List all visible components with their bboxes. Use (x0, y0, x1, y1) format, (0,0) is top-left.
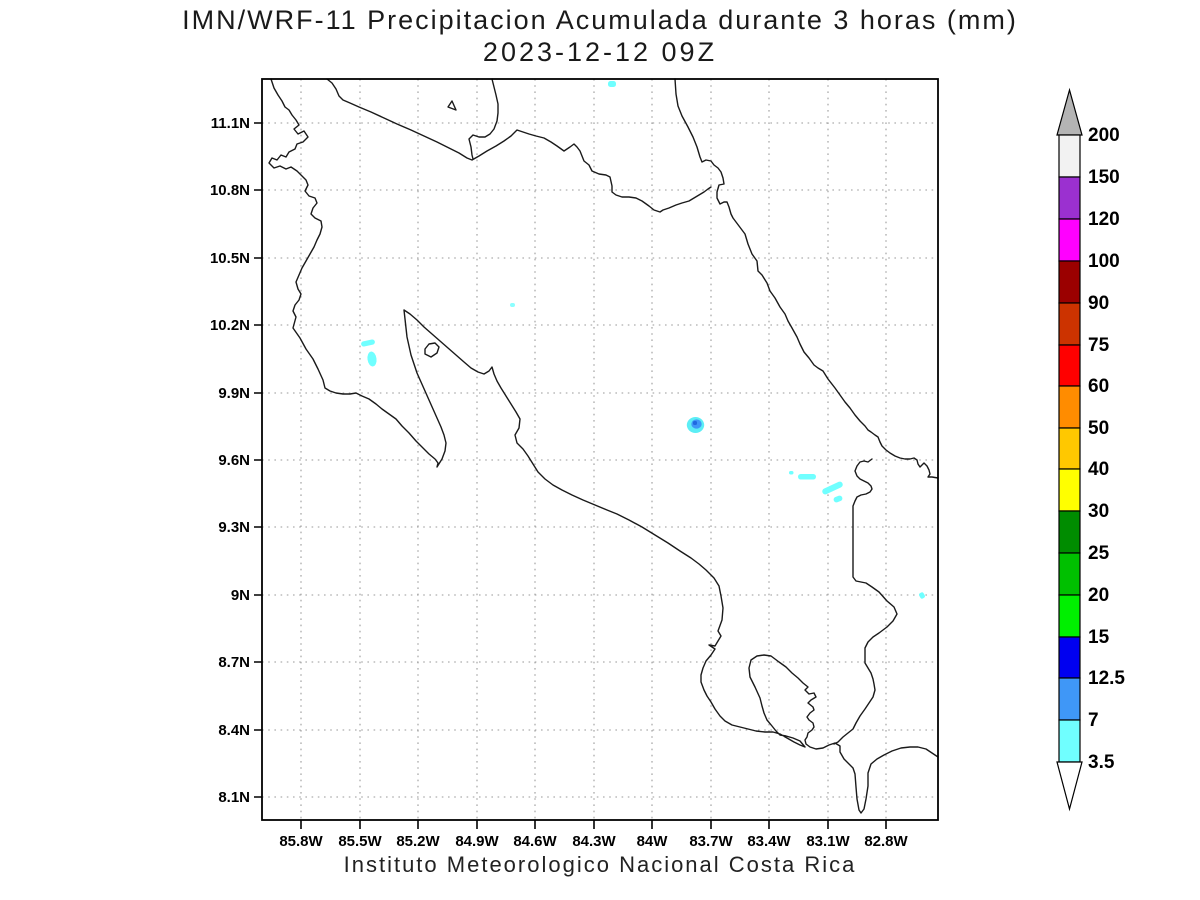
lat-tick-label: 8.4N (218, 722, 250, 739)
lon-tick-label: 83.4W (747, 833, 791, 850)
precip-spot-with-core (686, 417, 705, 433)
lon-tick-label: 84.3W (572, 833, 616, 850)
precip-spot (919, 592, 925, 599)
lat-tick-label: 10.8N (210, 182, 250, 199)
colorbar-under-triangle (1056, 761, 1083, 812)
precip-spot (361, 339, 375, 347)
colorbar-label: 40 (1088, 459, 1109, 480)
lat-tick-label: 8.1N (218, 789, 250, 806)
graticule-horizontal-lines (262, 122, 938, 798)
lat-tick-label: 9.3N (218, 519, 250, 536)
colorbar-label: 60 (1088, 376, 1109, 397)
lon-tick-label: 82.8W (864, 833, 908, 850)
page-title: IMN/WRF-11 Precipitacion Acumulada duran… (182, 5, 1018, 35)
lat-tick-marks (254, 122, 262, 798)
precip-spot (510, 303, 515, 307)
graticule-grid (262, 79, 938, 820)
lat-tick-label: 9N (231, 587, 250, 604)
colorbar-label: 50 (1088, 418, 1109, 439)
precip-spot (822, 481, 843, 495)
colorbar-over-triangle (1056, 87, 1083, 136)
colorbar-segment (1058, 176, 1081, 220)
coastline-caribbean (674, 78, 939, 479)
lon-tick-label: 85.8W (279, 833, 323, 850)
precip-spot (608, 81, 616, 87)
lat-tick-label: 8.7N (218, 654, 250, 671)
lat-tick-label: 11.1N (211, 115, 250, 132)
colorbar-segment (1058, 468, 1081, 512)
coastline-lake-nicaragua-border (326, 78, 712, 213)
lat-axis-labels: 11.1N 10.8N 10.5N 10.2N 9.9N 9.6N 9.3N 9… (210, 115, 250, 806)
colorbar-label: 120 (1088, 209, 1120, 230)
colorbar-label: 75 (1088, 335, 1110, 356)
colorbar-label: 20 (1088, 585, 1109, 606)
colorbar-segment (1058, 427, 1081, 470)
precip-spots (361, 81, 925, 599)
chira-island (424, 342, 440, 358)
precip-spot (798, 474, 816, 480)
page-subtitle-date: 2023-12-12 09Z (482, 37, 718, 67)
lat-tick-label: 9.6N (218, 452, 250, 469)
colorbar-label: 15 (1088, 627, 1110, 648)
colorbar-label: 25 (1088, 543, 1110, 564)
attribution-text: Instituto Meteorologico Nacional Costa R… (343, 852, 857, 877)
lon-tick-marks (300, 820, 887, 829)
lon-tick-label: 84.6W (513, 833, 557, 850)
lon-tick-label: 83.7W (689, 833, 733, 850)
precip-spot (789, 471, 794, 475)
colorbar-label: 90 (1088, 293, 1109, 314)
precip-spot-core-dark (693, 421, 697, 425)
colorbar-label: 12.5 (1088, 668, 1125, 689)
colorbar: 200 150 120 100 90 75 60 50 40 30 25 20 … (1056, 87, 1125, 812)
coastline-limon-lagoon (833, 458, 898, 745)
lon-tick-label: 84.9W (455, 833, 499, 850)
colorbar-segment (1058, 260, 1081, 304)
lon-axis-labels: 85.8W 85.5W 85.2W 84.9W 84.6W 84.3W 84W … (279, 833, 908, 850)
lat-tick-label: 10.5N (210, 250, 250, 267)
colorbar-segment (1058, 552, 1081, 596)
colorbar-label: 3.5 (1088, 752, 1115, 773)
coastline-pacific (268, 78, 939, 814)
colorbar-label: 100 (1088, 251, 1120, 272)
colorbar-label: 200 (1088, 125, 1120, 146)
map-frame (261, 78, 939, 821)
graticule-vertical-lines (300, 79, 887, 820)
colorbar-segment (1058, 636, 1081, 679)
colorbar-label: 150 (1088, 167, 1120, 188)
coastline-lake-east-shore (468, 78, 499, 160)
lon-tick-label: 83.1W (806, 833, 850, 850)
colorbar-segment (1058, 302, 1081, 346)
precip-spot (833, 495, 843, 503)
lon-tick-label: 85.5W (338, 833, 382, 850)
lon-tick-label: 85.2W (396, 833, 440, 850)
colorbar-segment (1058, 677, 1081, 721)
colorbar-segment (1058, 134, 1081, 178)
colorbar-segment (1058, 719, 1081, 763)
precip-spot (367, 351, 377, 367)
colorbar-segment (1058, 385, 1081, 429)
lon-tick-label: 84W (637, 833, 669, 850)
colorbar-segment (1058, 594, 1081, 638)
colorbar-labels: 200 150 120 100 90 75 60 50 40 30 25 20 … (1088, 125, 1125, 773)
lake-island (447, 100, 457, 111)
colorbar-segment (1058, 510, 1081, 554)
coastlines (268, 78, 939, 814)
colorbar-label: 30 (1088, 501, 1109, 522)
lat-tick-label: 10.2N (210, 317, 250, 334)
colorbar-label: 7 (1088, 710, 1099, 731)
lat-tick-label: 9.9N (218, 385, 250, 402)
colorbar-segment (1058, 218, 1081, 262)
colorbar-segment (1058, 344, 1081, 387)
